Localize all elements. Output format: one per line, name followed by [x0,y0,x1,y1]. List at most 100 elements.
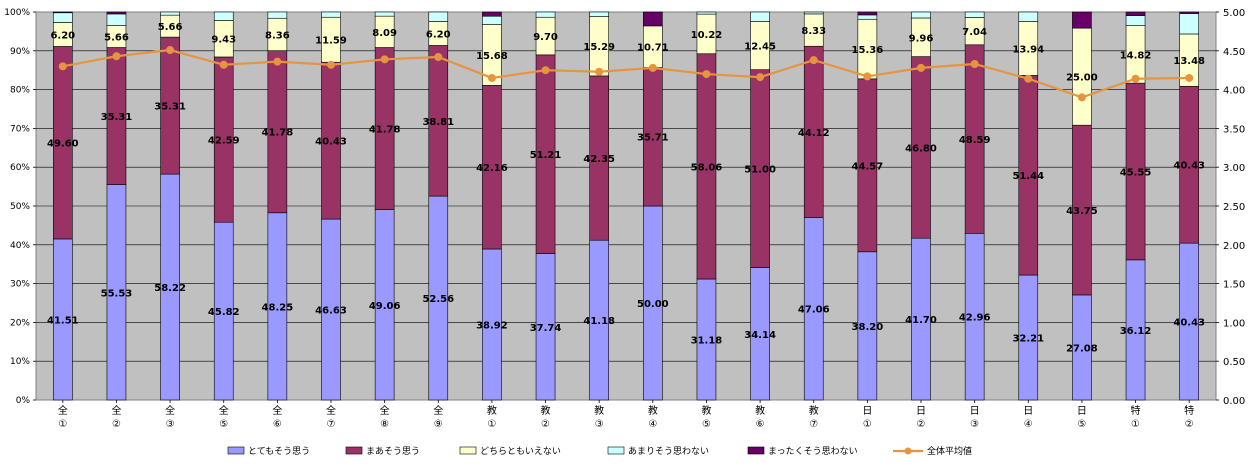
data-label: 38.81 [422,117,454,128]
x-tick-label: ⑤ [702,419,711,430]
data-label: 37.74 [530,323,562,334]
bar-segment [1072,11,1092,29]
x-tick-label: ② [917,419,926,430]
right-tick-label: 5.00 [1223,8,1245,19]
bar-segment [53,11,73,14]
data-label: 9.70 [533,32,558,43]
data-label: 35.31 [101,112,133,123]
average-point [809,56,818,65]
data-label: 44.12 [798,128,830,139]
average-point [166,46,175,55]
x-tick-label: 全 [380,404,390,417]
data-label: 45.55 [1120,167,1152,178]
average-point [1024,74,1033,83]
data-label: 5.66 [104,33,129,44]
data-label: 42.96 [959,313,991,324]
bars [53,11,1199,401]
x-tick-label: 全 [58,404,68,417]
x-tick-label: 全 [272,404,282,417]
data-label: 12.45 [744,42,776,53]
x-tick-label: 全 [111,404,121,417]
data-label: 11.59 [315,36,347,47]
legend-label: どちらともいえない [480,446,561,457]
data-label: 42.59 [208,136,240,147]
bar-segment [643,11,663,27]
average-point [756,73,765,82]
x-tick-label: ④ [648,419,657,430]
bar-segment [803,11,824,15]
legend-swatch [227,446,245,455]
left-tick-label: 90% [10,47,30,57]
bar-segment [482,15,502,25]
data-label: 34.14 [744,330,776,341]
x-tick-label: 全 [433,404,443,417]
data-label: 41.51 [47,315,79,326]
average-point [273,57,282,66]
x-tick-label: ⑦ [327,419,336,430]
x-tick-label: ⑤ [219,419,228,430]
x-tick-label: ② [541,419,550,430]
right-tick-label: 1.50 [1223,280,1245,291]
bar-segment [1179,11,1199,14]
bar-segment [428,11,449,22]
bar-segment [589,11,609,17]
x-axis-ticks: 全 ① 全 ② 全 ③ 全 ⑤ 全 ⑥ 全 ⑦ 全 ⑧ 全 ⑨ 教 ① 教 ② 教 ③ 教 ④ 教 ⑤ 教 ⑥ 教 ⑦ 日 ① 日 ② 日 ③ 日 ④ 日 ⑤… [58,400,1194,430]
x-tick-label: ⑤ [1077,419,1086,430]
data-label: 7.04 [962,27,987,38]
average-point [434,53,443,62]
data-label: 10.22 [691,30,723,41]
x-tick-label: ④ [1024,419,1033,430]
legend-line-marker [904,447,912,455]
data-label: 46.80 [905,143,937,154]
data-label: 43.75 [1066,206,1098,217]
average-point [917,63,925,72]
data-label: 42.16 [476,163,508,174]
legend-label: まあそう思う [366,446,420,457]
data-label: 40.43 [1173,161,1205,172]
legend-swatch [747,446,765,455]
bar-segment [535,11,556,18]
data-label: 40.43 [1173,318,1205,329]
data-label: 8.33 [801,26,826,37]
data-label: 49.60 [47,139,79,150]
x-tick-label: 教 [541,404,551,417]
left-tick-label: 40% [10,241,30,251]
data-label: 15.29 [583,42,615,53]
average-point [1131,74,1140,83]
data-label: 8.09 [372,28,397,39]
x-tick-label: ③ [970,419,979,430]
data-label: 42.35 [583,154,615,165]
x-tick-label: ② [112,419,121,430]
right-tick-label: 4.00 [1223,86,1245,97]
x-tick-label: ⑧ [380,419,389,430]
x-tick-label: ② [1185,419,1194,430]
data-label: 44.57 [852,161,884,172]
left-tick-label: 30% [10,280,30,290]
data-label: 31.18 [691,336,723,347]
right-tick-label: 3.00 [1223,163,1245,174]
data-label: 15.68 [476,51,508,62]
left-tick-label: 20% [10,318,30,328]
bar-segment [267,11,288,19]
x-tick-label: 教 [755,404,765,417]
legend-label: まったくそう思わない [768,446,858,457]
data-label: 46.63 [315,306,347,317]
data-label: 27.08 [1066,343,1098,354]
data-label: 10.71 [637,43,669,54]
x-tick-label: ⑥ [273,419,282,430]
x-tick-label: ① [487,419,496,430]
legend: とてもそう思う まあそう思う どちらともいえない あまりそう思わない まったくそう思わな… [227,445,972,457]
data-label: 13.94 [1012,44,1044,55]
x-tick-label: 教 [701,404,711,417]
data-label: 38.92 [476,320,508,331]
right-tick-label: 2.00 [1223,241,1245,252]
data-label: 41.18 [583,316,615,327]
data-label: 13.48 [1173,56,1205,67]
right-axis-ticks: 0.00 0.50 1.00 1.50 2.00 2.50 3.00 3.50 4.00 4.50… [1216,8,1245,407]
data-label: 14.82 [1120,50,1152,61]
data-label: 49.06 [369,301,401,312]
data-label: 41.78 [262,128,294,139]
x-tick-label: 特 [1184,405,1194,417]
left-tick-label: 50% [10,202,30,212]
legend-swatch [459,446,477,455]
